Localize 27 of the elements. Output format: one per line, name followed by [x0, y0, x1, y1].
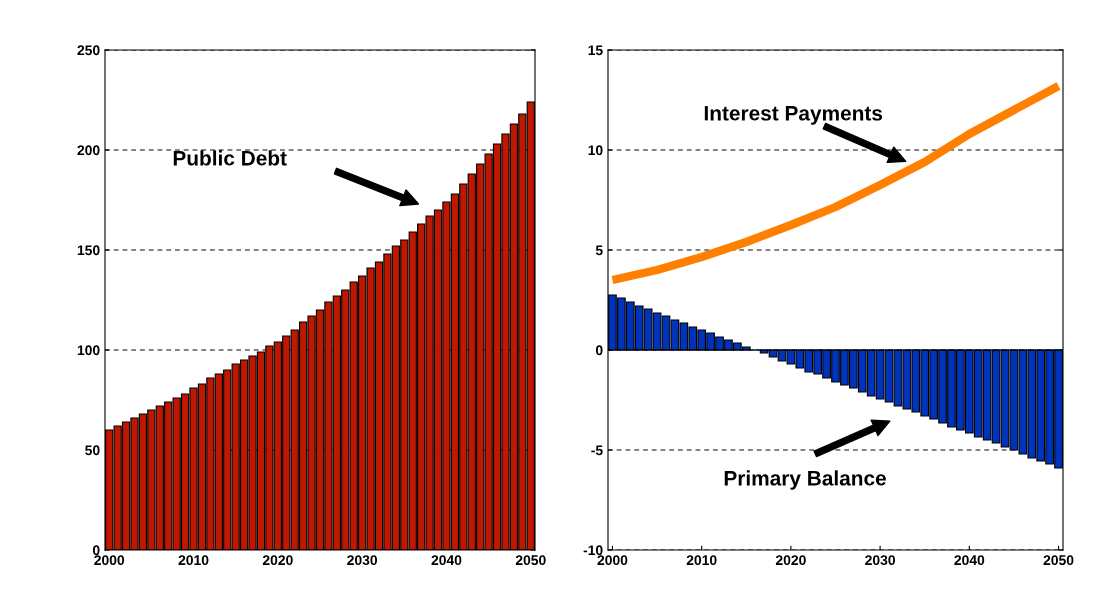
- x-tick-label: 2030: [347, 555, 378, 566]
- x-tick-label: 2020: [775, 555, 806, 566]
- x-tick-label: 2000: [597, 555, 628, 566]
- y-tick-label: 250: [77, 45, 100, 56]
- x-tick-label: 2000: [94, 555, 125, 566]
- annotation: Interest Payments: [704, 106, 883, 125]
- x-tick-label: 2040: [431, 555, 462, 566]
- y-tick-label: 15: [588, 45, 603, 56]
- y-tick-label: 0: [595, 345, 603, 356]
- y-tick-label: 10: [588, 145, 603, 156]
- x-tick-label: 2010: [686, 555, 717, 566]
- y-tick-label: -10: [583, 545, 603, 556]
- x-tick-label: 2040: [954, 555, 985, 566]
- annotation: Public Debt: [173, 150, 287, 166]
- y-tick-label: 200: [77, 145, 100, 156]
- x-tick-label: 2050: [1043, 555, 1074, 566]
- x-tick-label: 2050: [515, 555, 546, 566]
- y-tick-label: 100: [77, 345, 100, 356]
- y-tick-label: 150: [77, 245, 100, 256]
- y-tick-label: 0: [92, 545, 100, 556]
- x-tick-label: 2010: [178, 555, 209, 566]
- y-tick-label: 50: [85, 445, 100, 456]
- y-tick-label: -5: [591, 445, 603, 456]
- x-tick-label: 2030: [865, 555, 895, 566]
- y-tick-label: 5: [595, 245, 603, 256]
- x-tick-label: 2020: [262, 555, 293, 566]
- annotation: Primary Balance: [724, 470, 886, 490]
